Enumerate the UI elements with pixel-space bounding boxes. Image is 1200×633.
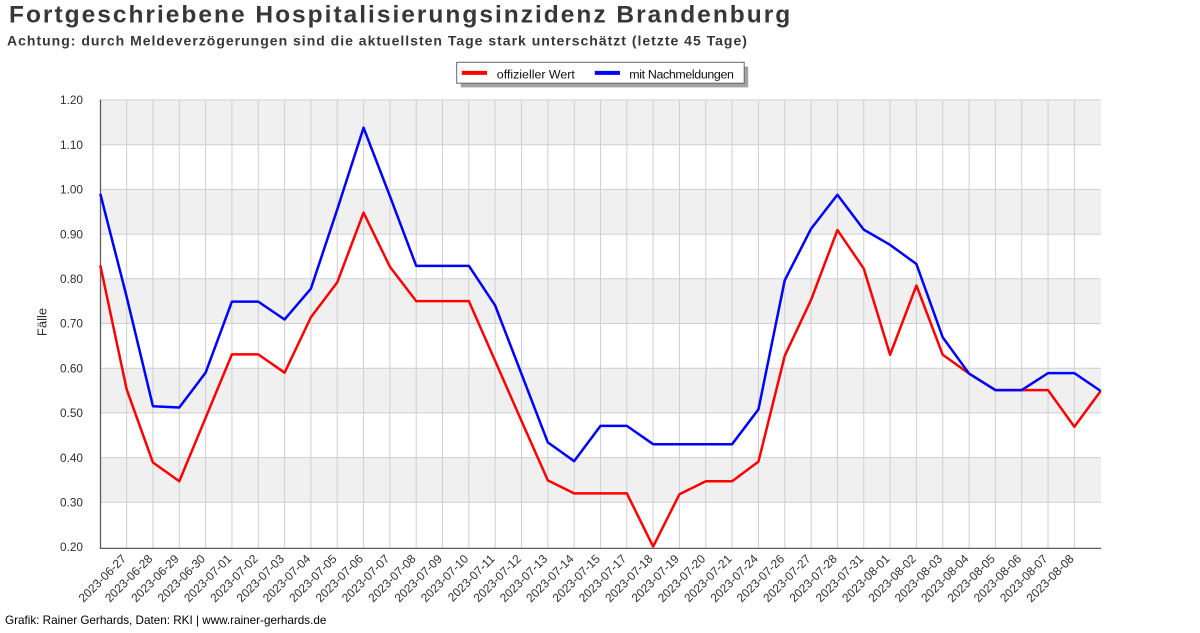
svg-text:1.10: 1.10 — [60, 138, 83, 152]
svg-text:0.20: 0.20 — [60, 540, 83, 554]
svg-text:1.00: 1.00 — [60, 183, 83, 197]
svg-text:Achtung: durch Meldeverzögerun: Achtung: durch Meldeverzögerungen sind d… — [7, 32, 748, 48]
svg-text:0.70: 0.70 — [60, 317, 83, 331]
svg-text:0.60: 0.60 — [60, 361, 83, 375]
svg-text:0.90: 0.90 — [60, 227, 83, 241]
svg-text:0.40: 0.40 — [60, 451, 83, 465]
svg-text:1.20: 1.20 — [60, 93, 83, 107]
svg-text:0.80: 0.80 — [60, 272, 83, 286]
svg-text:0.50: 0.50 — [60, 406, 83, 420]
svg-text:Fortgeschriebene Hospitalisier: Fortgeschriebene Hospitalisierungsinzide… — [9, 2, 792, 29]
svg-text:Fälle: Fälle — [35, 308, 50, 336]
svg-text:mit Nachmeldungen: mit Nachmeldungen — [629, 67, 734, 81]
svg-text:Grafik: Rainer Gerhards, Daten: Grafik: Rainer Gerhards, Daten: RKI | ww… — [5, 614, 326, 627]
svg-text:0.30: 0.30 — [60, 496, 83, 510]
svg-text:offizieller Wert: offizieller Wert — [497, 67, 576, 81]
